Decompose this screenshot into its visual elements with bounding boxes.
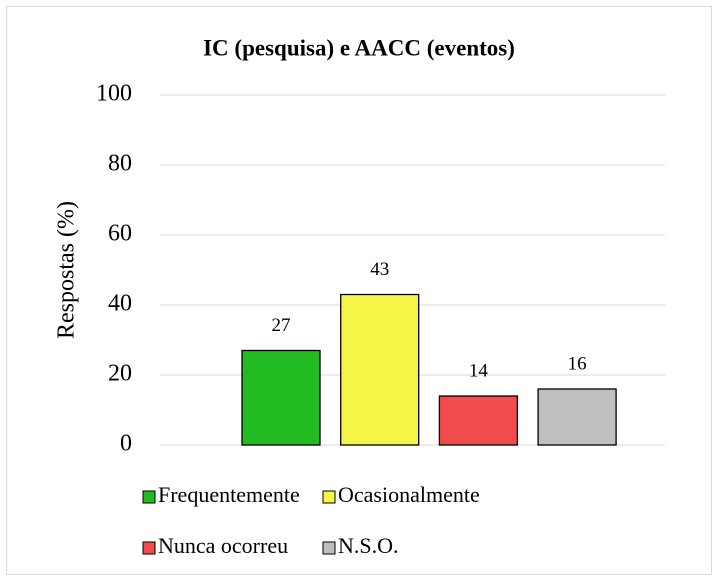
legend-swatch [142,541,156,555]
y-tick-label: 40 [108,291,132,317]
legend-swatch [142,490,156,504]
bar [241,349,321,446]
y-tick-label: 100 [96,81,132,107]
y-tick-label: 0 [120,431,132,457]
chart-border [6,6,712,575]
legend-swatch [322,490,336,504]
legend-swatch [322,541,336,555]
data-label: 43 [370,259,389,280]
y-tick-label: 60 [108,221,132,247]
y-tick-label: 20 [108,361,132,387]
data-label: 27 [272,315,291,336]
legend-label: Frequentemente [158,482,300,507]
legend-label: N.S.O. [338,533,399,558]
legend-label: Ocasionalmente [338,482,480,507]
bar [438,395,519,446]
y-axis-label: Respostas (%) [54,201,80,339]
data-label: 14 [469,360,489,381]
bar [537,388,617,446]
bar [340,293,420,446]
legend-label: Nunca ocorreu [158,533,288,558]
chart-title: IC (pesquisa) e AACC (eventos) [203,35,515,60]
y-tick-label: 80 [108,151,132,177]
data-label: 16 [568,353,587,374]
